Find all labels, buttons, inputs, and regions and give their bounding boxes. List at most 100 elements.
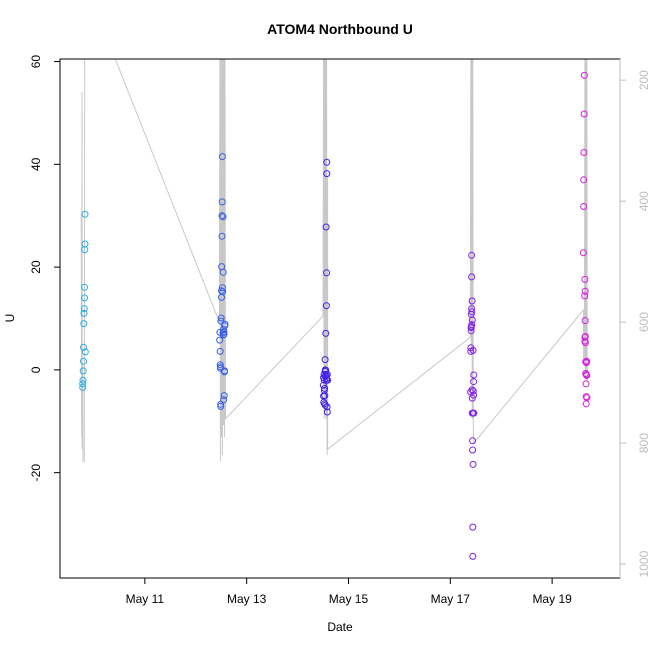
y-tick-label: 20 xyxy=(29,260,43,274)
data-point xyxy=(468,297,476,305)
x-tick-label: May 17 xyxy=(431,592,471,606)
data-point xyxy=(80,343,87,351)
axes-layer: May 11 May 13 May 15 May 17 May 19 -20 0 20 40 60… xyxy=(29,55,650,606)
data-point xyxy=(583,372,591,379)
data-point xyxy=(469,446,477,454)
data-point xyxy=(323,158,331,166)
data-point xyxy=(322,329,330,337)
data-point xyxy=(217,314,225,322)
data-point xyxy=(322,366,330,374)
data-point xyxy=(580,203,588,210)
x-tick-label: May 13 xyxy=(227,592,267,606)
data-point xyxy=(580,110,588,118)
data-point xyxy=(217,402,225,410)
data-point xyxy=(80,357,87,365)
data-point xyxy=(218,287,225,295)
data-point xyxy=(79,367,87,375)
y-tick-label: 0 xyxy=(29,366,43,373)
data-point xyxy=(470,378,478,386)
data-point xyxy=(468,308,476,316)
data-point xyxy=(79,383,87,391)
data-point xyxy=(468,316,476,324)
data-point xyxy=(468,251,476,259)
data-point xyxy=(583,394,591,402)
data-point xyxy=(81,283,88,291)
y2-tick-label: 400 xyxy=(637,191,650,211)
data-point xyxy=(319,381,327,389)
data-point xyxy=(468,273,476,281)
y-tick-label: 40 xyxy=(29,157,43,171)
data-point xyxy=(322,302,330,310)
data-point xyxy=(321,401,329,409)
data-point xyxy=(219,288,227,296)
data-point xyxy=(321,356,329,364)
data-point xyxy=(218,212,226,220)
data-point xyxy=(580,71,588,79)
data-point xyxy=(81,294,88,302)
y2-tick-label: 800 xyxy=(637,433,650,453)
data-point xyxy=(469,387,477,395)
data-point xyxy=(218,284,226,292)
x-axis-label: Date xyxy=(327,620,353,634)
data-point xyxy=(468,305,476,313)
data-point xyxy=(80,309,88,317)
data-point xyxy=(468,321,476,329)
y2-tick-label: 200 xyxy=(637,70,650,90)
data-point xyxy=(321,392,329,400)
data-point xyxy=(79,376,87,384)
data-point xyxy=(469,523,477,531)
data-point xyxy=(81,210,89,218)
x-tick-label: May 11 xyxy=(126,592,165,606)
x-tick-label: May 19 xyxy=(532,592,572,606)
y2-tick-label: 1000 xyxy=(637,550,650,577)
data-point xyxy=(580,149,588,156)
data-point xyxy=(582,380,590,388)
data-point xyxy=(470,409,478,417)
data-point xyxy=(469,346,477,354)
data-point xyxy=(80,305,88,313)
data-point xyxy=(80,320,88,328)
data-point xyxy=(582,393,590,401)
data-point xyxy=(323,170,331,178)
data-point xyxy=(218,232,226,240)
data-point xyxy=(579,249,587,257)
data-point xyxy=(581,339,589,347)
data-point xyxy=(219,268,227,276)
secondary-line-layer xyxy=(80,59,588,462)
data-point xyxy=(323,403,331,411)
x-tick-label: May 15 xyxy=(329,592,369,606)
data-point xyxy=(221,320,229,328)
data-point xyxy=(469,437,477,445)
y-tick-label: -20 xyxy=(29,464,43,482)
data-point xyxy=(580,176,588,184)
data-point xyxy=(581,275,589,283)
y2-tick-label: 600 xyxy=(637,312,650,332)
data-point xyxy=(218,198,226,206)
data-point xyxy=(322,223,330,231)
data-point xyxy=(469,460,477,468)
data-points-layer xyxy=(79,71,591,560)
data-point xyxy=(219,213,227,221)
data-point xyxy=(470,371,478,379)
data-point xyxy=(79,380,87,388)
y-tick-label: 60 xyxy=(29,55,43,69)
data-point xyxy=(581,317,589,325)
secondary-series-line xyxy=(80,59,588,462)
data-point xyxy=(220,330,228,338)
data-point xyxy=(221,367,228,375)
data-point xyxy=(81,240,89,248)
data-point xyxy=(81,348,89,356)
data-point xyxy=(470,391,478,399)
chart-title: ATOM4 Northbound U xyxy=(267,21,413,37)
data-point xyxy=(581,287,589,295)
data-point xyxy=(216,363,224,371)
data-point xyxy=(216,336,224,344)
data-point xyxy=(323,408,331,416)
data-point xyxy=(321,384,329,392)
data-point xyxy=(583,357,591,365)
data-point xyxy=(323,269,331,277)
data-point xyxy=(220,396,228,404)
data-point xyxy=(581,292,589,300)
data-point xyxy=(220,392,228,400)
